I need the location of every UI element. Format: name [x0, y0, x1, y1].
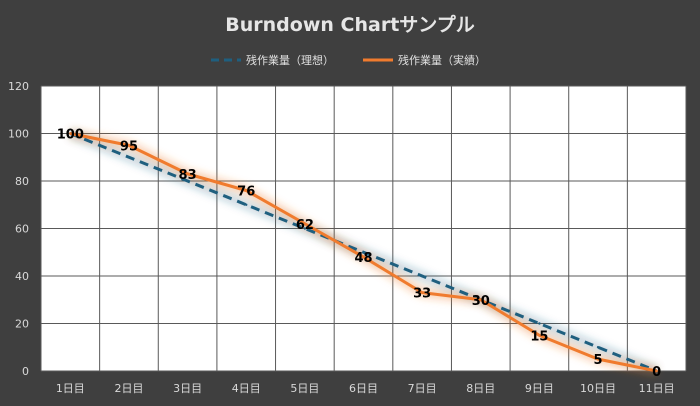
point-actual — [538, 334, 541, 337]
gridlines — [40, 85, 687, 372]
y-tick-label: 120 — [8, 80, 29, 93]
x-tick-label: 11日目 — [639, 382, 675, 395]
legend-label-ideal: 残作業量（理想） — [246, 53, 334, 67]
data-label: 95 — [120, 139, 138, 154]
point-actual — [362, 255, 365, 259]
x-tick-label: 1日目 — [56, 382, 85, 395]
data-label: 83 — [179, 168, 197, 183]
x-tick-label: 6日目 — [349, 382, 378, 395]
x-tick-label: 2日目 — [114, 382, 143, 395]
y-tick-label: 0 — [22, 365, 29, 378]
point-ideal — [596, 346, 600, 349]
data-label: 76 — [237, 185, 255, 200]
point-ideal — [127, 156, 131, 159]
point-actual — [245, 189, 248, 192]
x-tick-label: 5日目 — [290, 382, 319, 395]
legend-label-actual: 残作業量（実績） — [398, 53, 486, 67]
point-actual — [596, 357, 600, 361]
y-tick-label: 60 — [15, 223, 29, 236]
y-tick-label: 40 — [15, 270, 29, 283]
series — [68, 129, 659, 376]
data-label: 33 — [413, 287, 431, 302]
x-axis-ticks: 1日目 2日目 3日目 4日目 5日目 6日目 7日目 8日目 9日目 10日目 11日目 — [56, 382, 675, 395]
point-ideal — [420, 274, 424, 278]
point-ideal — [245, 203, 248, 206]
point-ideal — [538, 322, 541, 325]
x-tick-label: 8日目 — [466, 382, 495, 395]
point-ideal — [362, 251, 365, 254]
point-actual — [420, 291, 424, 294]
data-labels: 100 95 83 76 62 48 33 30 15 5 0 — [57, 128, 661, 381]
data-label: 62 — [296, 218, 314, 233]
point-actual — [127, 144, 131, 147]
point-actual — [69, 132, 72, 135]
y-tick-label: 100 — [8, 128, 29, 141]
x-tick-label: 4日目 — [232, 382, 261, 395]
x-tick-label: 10日目 — [580, 382, 616, 395]
x-tick-label: 9日目 — [525, 382, 554, 395]
data-label: 5 — [594, 353, 603, 368]
data-label: 15 — [530, 329, 548, 344]
point-actual — [655, 369, 658, 373]
legend: 残作業量（理想） 残作業量（実績） — [211, 53, 486, 67]
data-label: 100 — [57, 128, 84, 143]
y-tick-label: 80 — [15, 175, 29, 188]
point-ideal — [303, 227, 307, 230]
y-axis-ticks: 0 20 40 60 80 100 120 — [8, 80, 29, 378]
point-actual — [479, 298, 482, 301]
x-tick-label: 3日目 — [173, 382, 202, 395]
point-actual — [186, 172, 189, 176]
data-label: 0 — [652, 365, 661, 380]
point-actual — [303, 222, 307, 225]
x-tick-label: 7日目 — [408, 382, 437, 395]
data-label: 48 — [354, 251, 372, 266]
chart-title: Burndown Chartサンプル — [225, 13, 474, 36]
data-label: 30 — [472, 294, 490, 309]
point-ideal — [186, 179, 189, 183]
y-tick-label: 20 — [15, 318, 29, 331]
